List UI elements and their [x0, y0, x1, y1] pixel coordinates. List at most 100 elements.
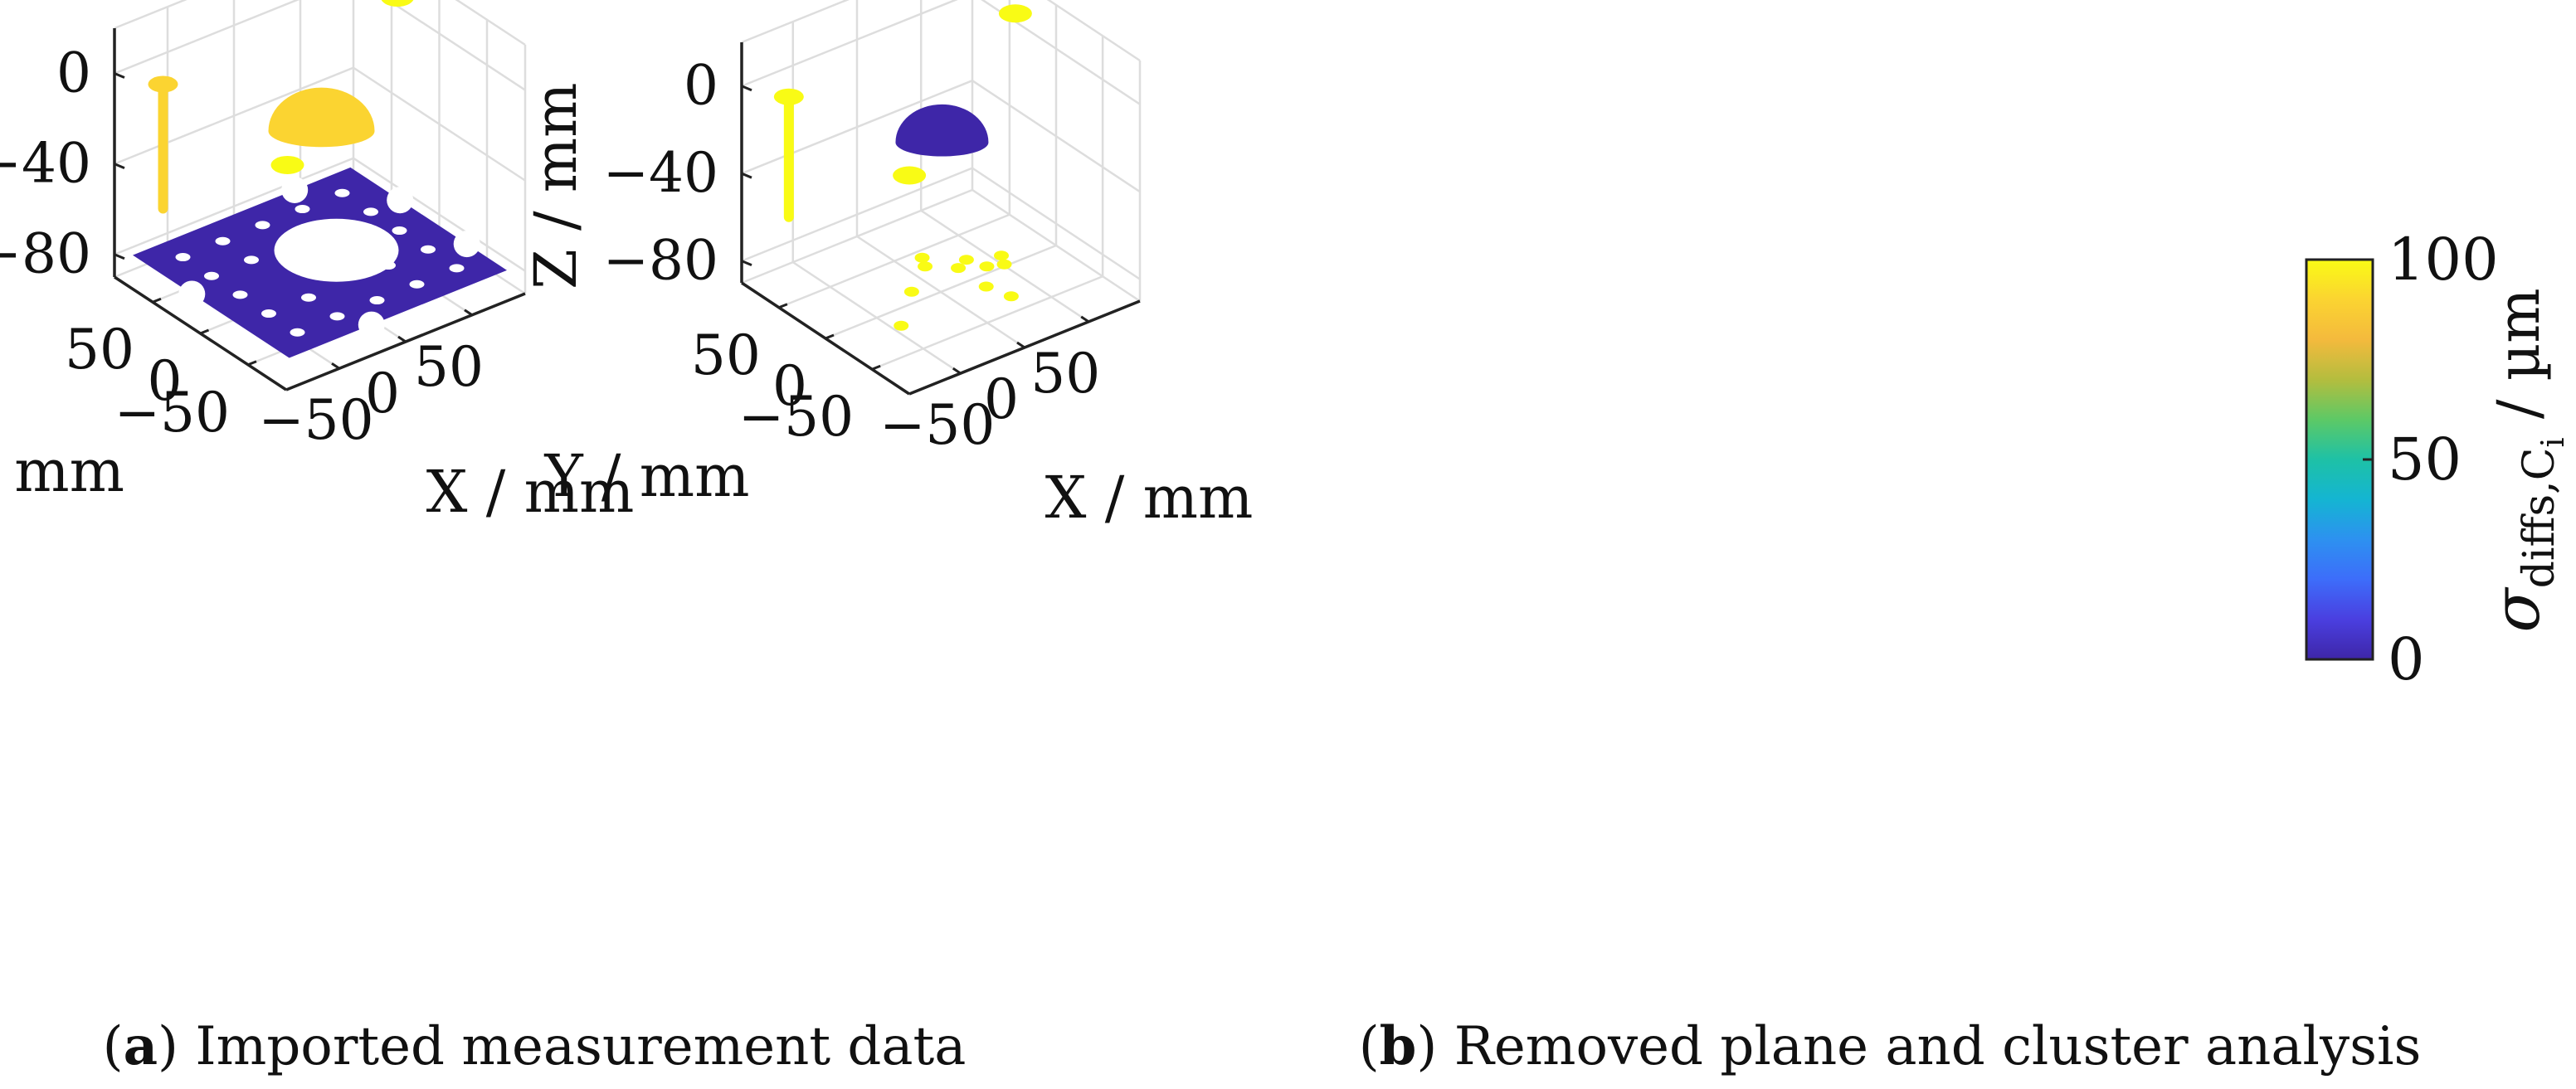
cluster-fragment-10 — [1003, 291, 1019, 302]
z-tick-mark — [114, 253, 125, 260]
cluster-fragment-8 — [994, 250, 1009, 261]
colorbar-tick-label: 100 — [2388, 226, 2499, 294]
cluster-left-point — [893, 166, 927, 185]
colorbar: 0 50 100 σdiffs,Ci / µm — [2305, 226, 2571, 693]
plate-hole — [329, 312, 345, 321]
y-axis-label: Y / mm — [0, 437, 124, 505]
z-tick-mark — [114, 163, 125, 170]
x-axis-label: X / mm — [426, 458, 635, 526]
caption-b-text: Removed plane and cluster analysis — [1454, 1016, 2422, 1077]
plate-notch — [281, 176, 309, 203]
grid-line — [353, 157, 526, 272]
plate-notch — [387, 187, 414, 214]
x-tick-label: 0 — [365, 362, 400, 425]
grid-line — [114, 66, 354, 165]
grid-line — [741, 80, 973, 175]
colorbar-label: σdiffs,Ci / µm — [2480, 288, 2571, 632]
colorbar-gradient — [2305, 258, 2374, 661]
y-axis-label: Y / mm — [543, 442, 749, 510]
x-tick-mark — [331, 362, 340, 370]
cluster-fragment-5 — [958, 255, 974, 265]
grid-line — [386, 0, 526, 91]
z-axis-label: Z / mm — [522, 82, 590, 289]
grid-lines — [740, 0, 1142, 375]
x-tick-label: 50 — [1030, 342, 1100, 406]
colorbar-label-sigma: σ — [2480, 587, 2554, 633]
y-tick-mark — [247, 360, 257, 367]
plate-hole — [295, 205, 310, 214]
plate-notch — [178, 280, 206, 308]
z-tick-label: 0 — [684, 54, 718, 118]
cluster-fragment-3 — [918, 261, 933, 272]
caption-a: (a) Imported measurement data — [103, 1015, 967, 1077]
plate-hole — [261, 309, 276, 318]
grid-line — [741, 167, 973, 262]
plate-hole — [392, 226, 407, 236]
plate-hole — [215, 236, 231, 246]
grid-line — [741, 0, 958, 87]
cluster-fragment-7 — [996, 259, 1012, 270]
z-tick-label: −80 — [603, 229, 718, 293]
plate-hole — [232, 290, 248, 299]
caption-a-text: Imported measurement data — [195, 1016, 966, 1077]
plate-hole — [301, 293, 316, 302]
cluster-fragment-2 — [903, 286, 919, 297]
caption-b: (b) Removed plane and cluster analysis — [1359, 1015, 2422, 1077]
x-tick-mark — [464, 309, 473, 317]
cluster-hemisphere — [895, 104, 989, 157]
x-tick-label: −50 — [258, 388, 373, 452]
plate-hole — [255, 221, 270, 230]
x-tick-mark — [397, 335, 407, 343]
x-tick-mark — [1080, 315, 1090, 323]
z-tick-label: −40 — [0, 132, 91, 196]
plate-central-hole — [274, 218, 399, 282]
plate-hole — [244, 255, 259, 265]
x-tick-label: 50 — [414, 335, 484, 399]
axes — [740, 42, 1141, 396]
plate-hole — [334, 188, 350, 197]
plate-hole — [175, 253, 191, 262]
caption-b-letter: b — [1380, 1015, 1417, 1077]
cluster-fragment-1 — [894, 320, 909, 331]
z-tick-label: 0 — [56, 41, 91, 105]
y-tick-label: 50 — [65, 318, 134, 382]
axes — [113, 28, 526, 391]
y-tick-mark — [825, 333, 835, 340]
plate-hole — [381, 261, 396, 270]
y-tick-mark — [199, 328, 210, 335]
colorbar-tick-label: 50 — [2388, 425, 2462, 493]
cluster-right-point — [381, 0, 414, 7]
x-tick-label: −50 — [879, 393, 995, 457]
z-tick-label: −40 — [603, 141, 718, 205]
grid-line — [825, 244, 1057, 340]
cluster-fragment-6 — [979, 261, 995, 272]
y-tick-label: −50 — [738, 385, 854, 449]
plate-notch — [453, 231, 480, 258]
plate-hole — [363, 207, 378, 216]
cluster-pin-top — [148, 75, 178, 93]
caption-a-letter: a — [124, 1015, 158, 1077]
x-axis-label: X / mm — [1045, 464, 1254, 532]
z-tick-mark — [114, 72, 125, 79]
grid-line — [455, 0, 526, 46]
grid-line — [353, 66, 526, 182]
y-tick-label: 0 — [772, 354, 807, 418]
plate-hole — [409, 280, 425, 289]
cluster-left-point — [270, 155, 304, 174]
y-tick-label: 50 — [691, 323, 761, 387]
y-tick-mark — [152, 297, 162, 304]
colorbar-label-sub: diffs,C — [2515, 448, 2564, 589]
y-tick-mark — [778, 303, 788, 309]
cluster-pin-top — [773, 88, 804, 105]
cluster-fragment-9 — [978, 281, 994, 292]
plate-hole — [421, 245, 436, 254]
cluster-hemisphere — [268, 87, 375, 148]
z-tick-label: −80 — [0, 222, 91, 286]
plate-notch — [358, 311, 385, 338]
z-tick-mark — [741, 172, 752, 179]
plate-hole — [449, 264, 465, 273]
